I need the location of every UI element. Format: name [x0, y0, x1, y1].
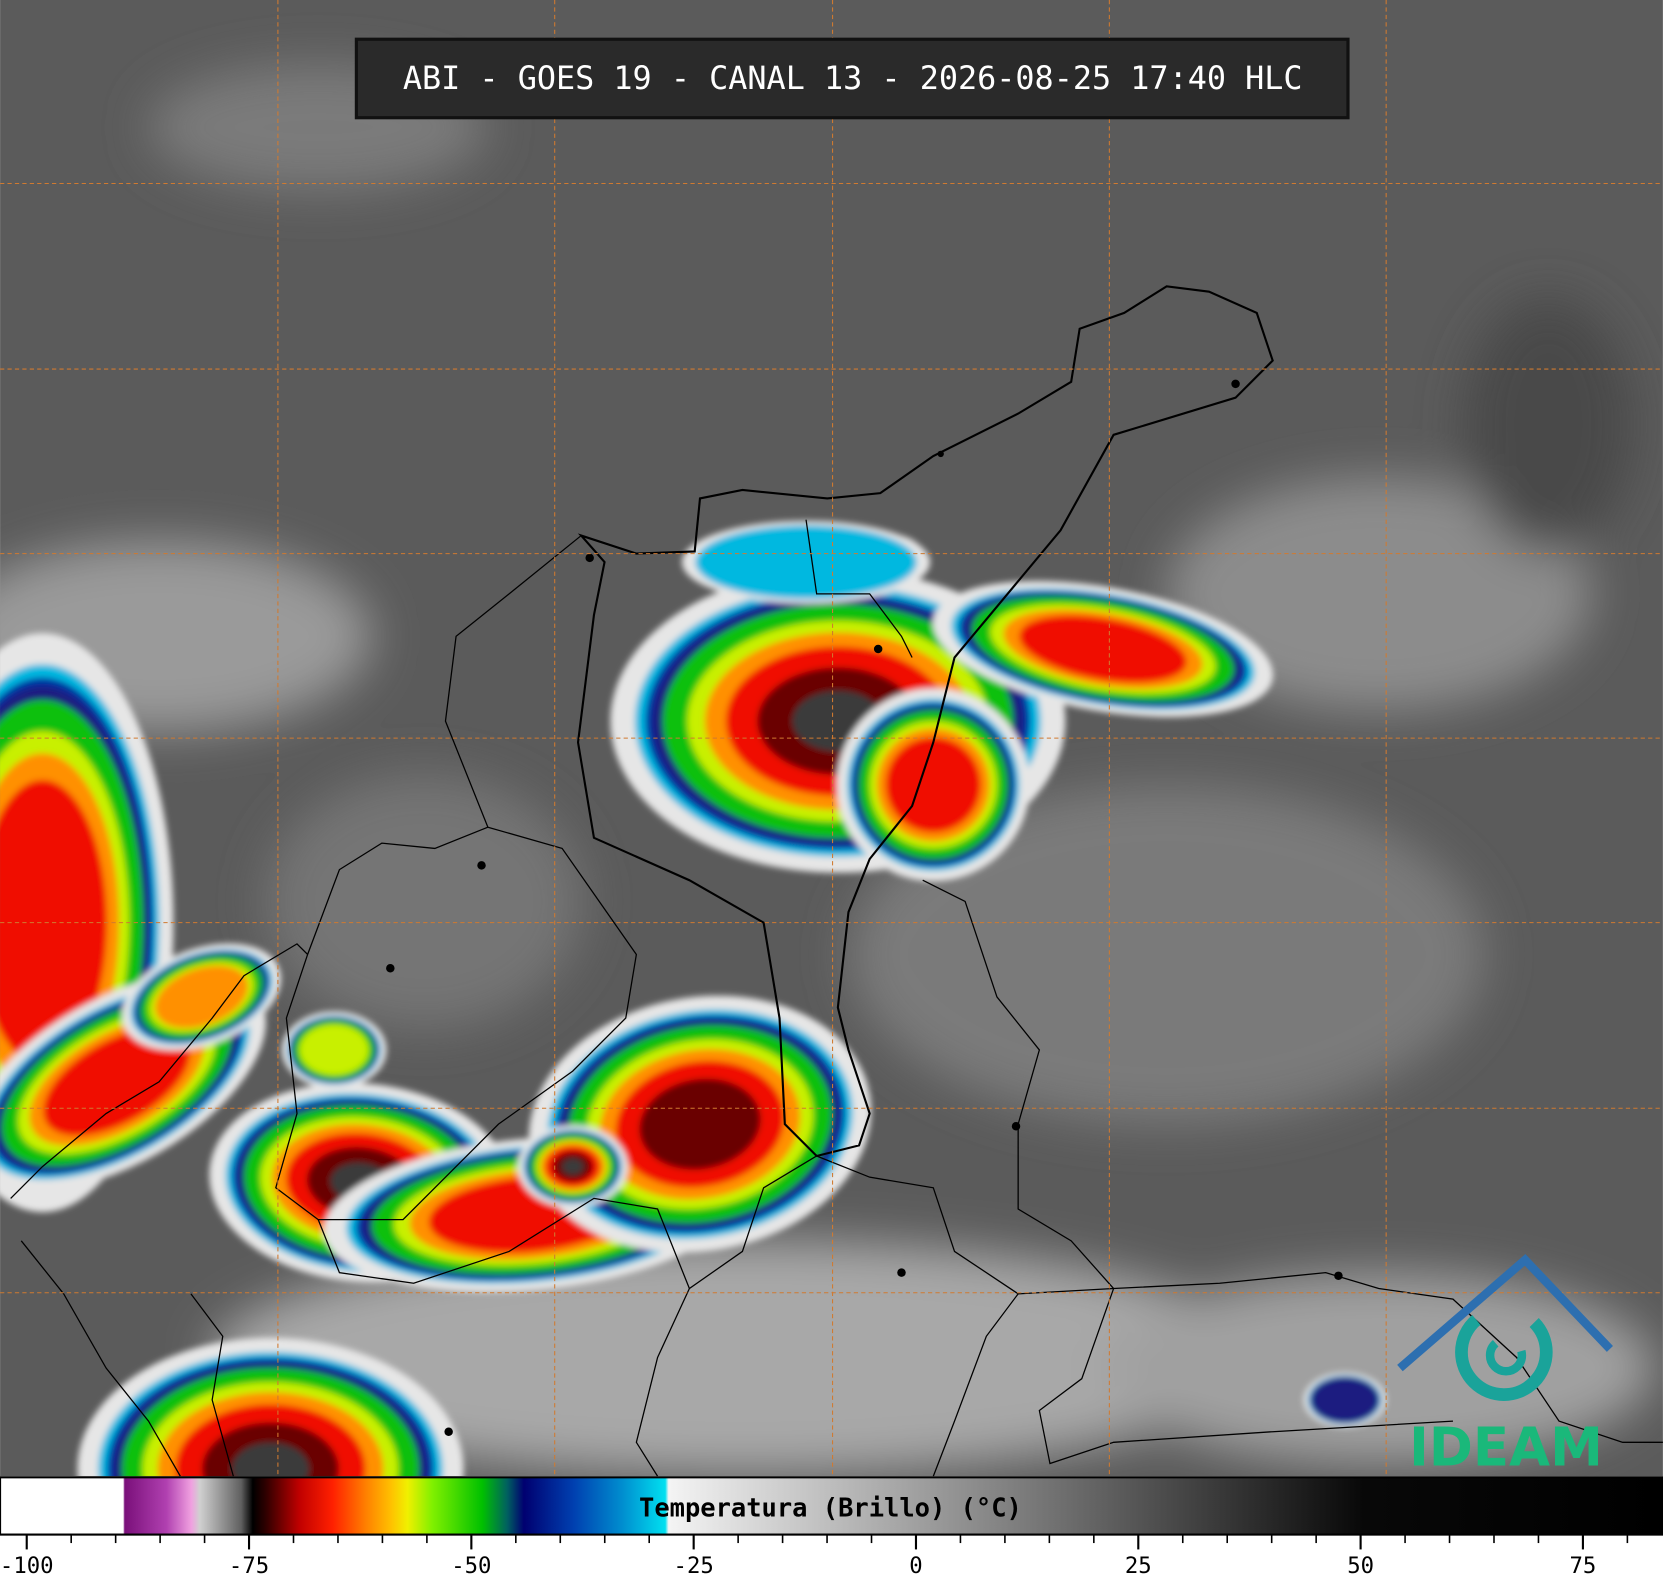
cloud-layer [1311, 1377, 1379, 1423]
cloud-layer [561, 1158, 584, 1175]
cloud-layer [43, 1027, 191, 1136]
graticule [0, 0, 1663, 1477]
colorbar: Temperatura (Brillo) (°C) -100 -75 -50 -25 0… [0, 1476, 1663, 1577]
title-background [354, 37, 1350, 120]
logo: IDEAM [1397, 1254, 1613, 1479]
tick-label: -100 [0, 1553, 54, 1577]
tick-label: 25 [1125, 1553, 1152, 1577]
colorbar-label: Temperatura (Brillo) (°C) [639, 1494, 1022, 1524]
tick-label: -75 [229, 1553, 269, 1577]
borders [576, 285, 1274, 1158]
departments [10, 498, 1663, 1477]
convective-clouds [0, 520, 1387, 1477]
cloud-layer [695, 525, 917, 599]
tick-label: 50 [1347, 1553, 1374, 1577]
tick-label: 75 [1570, 1553, 1597, 1577]
cloud-layer [639, 1078, 761, 1170]
title: ABI - GOES 19 - CANAL 13 - 2026-08-25 17… [403, 59, 1303, 97]
cities [386, 379, 1343, 1436]
title-box: ABI - GOES 19 - CANAL 13 - 2026-08-25 17… [354, 37, 1350, 120]
cloud-layer [1019, 615, 1187, 683]
cloud-layer [155, 965, 249, 1029]
cloud-layer [231, 1442, 310, 1477]
logo-text: IDEAM [1409, 1417, 1603, 1479]
colorbar-scale [0, 1476, 1663, 1536]
tick-label: -50 [451, 1553, 491, 1577]
cloud-layer [299, 1024, 369, 1076]
cloud-layer [885, 737, 981, 833]
tick-label: -25 [674, 1553, 714, 1577]
tick-label: 0 [909, 1553, 922, 1577]
cloud-haze [0, 63, 1655, 1475]
